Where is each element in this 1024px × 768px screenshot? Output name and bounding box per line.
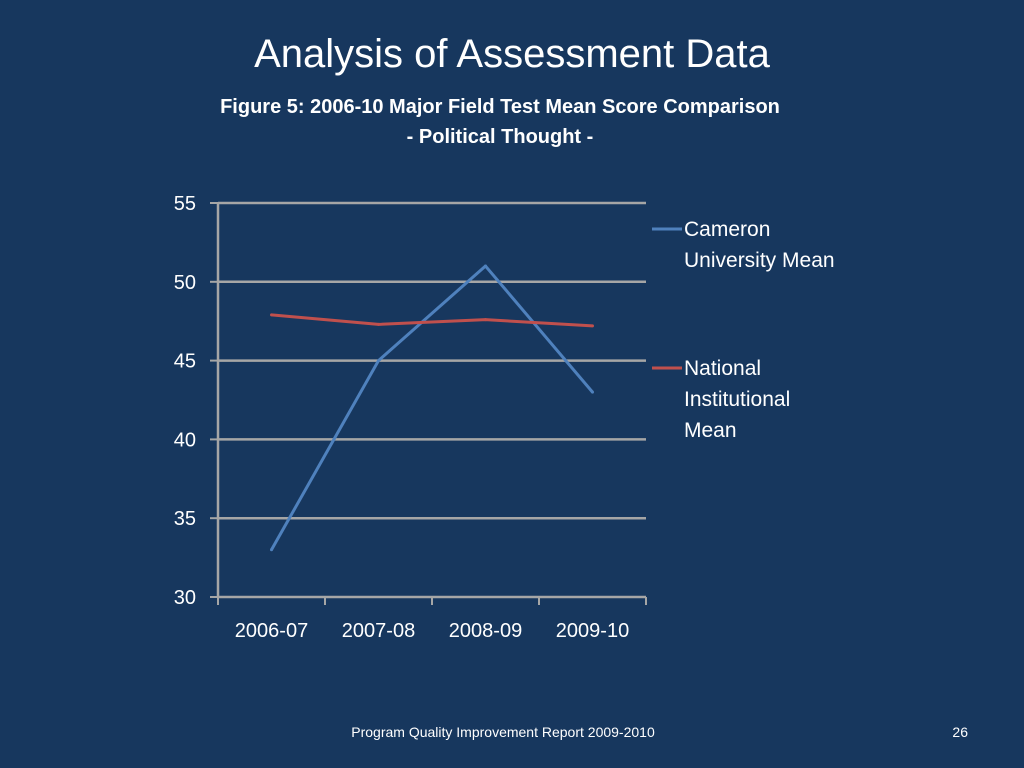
legend-label-national-2: Mean <box>684 419 737 442</box>
y-tick-label-30: 30 <box>174 587 196 609</box>
point-cameron-2006-07 <box>270 548 273 552</box>
x-tick-label-2009-10: 2009-10 <box>556 620 629 642</box>
x-tick-label-2007-08: 2007-08 <box>342 620 415 642</box>
x-tick-label-2008-09: 2008-09 <box>449 620 522 642</box>
point-cameron-2007-08 <box>377 359 380 363</box>
y-tick-label-50: 50 <box>174 272 196 294</box>
page-number: 26 <box>952 724 968 740</box>
point-national-2007-08 <box>377 322 380 326</box>
figure-title-line2: - Political Thought - <box>406 126 594 148</box>
point-cameron-2008-09 <box>484 264 487 268</box>
series-line-cameron <box>270 264 594 551</box>
figure-title-line1: Figure 5: 2006-10 Major Field Test Mean … <box>220 96 780 118</box>
line-chart: 30 35 40 45 50 55 2006-07 2007-08 2008-09 2009-10… <box>174 193 835 642</box>
footer-text: Program Quality Improvement Report 2009-… <box>351 724 655 740</box>
y-tick-label-55: 55 <box>174 193 196 215</box>
slide-title: Analysis of Assessment Data <box>254 32 770 76</box>
legend-label-national-1: Institutional <box>684 388 790 411</box>
legend-label-national-0: National <box>684 357 761 380</box>
x-tick-label-2006-07: 2006-07 <box>235 620 308 642</box>
series-line-national <box>271 313 593 328</box>
y-tick-label-45: 45 <box>174 351 196 373</box>
figure-title: Figure 5: 2006-10 Major Field Test Mean … <box>160 92 840 152</box>
legend-label-cameron-0: Cameron <box>684 218 770 241</box>
legend-label-cameron-1: University Mean <box>684 249 835 272</box>
point-national-2006-07 <box>270 313 273 317</box>
y-tick-label-40: 40 <box>174 429 196 451</box>
point-cameron-2009-10 <box>591 390 594 394</box>
point-national-2008-09 <box>484 318 487 322</box>
y-tick-label-35: 35 <box>174 508 196 530</box>
point-national-2009-10 <box>591 324 594 328</box>
